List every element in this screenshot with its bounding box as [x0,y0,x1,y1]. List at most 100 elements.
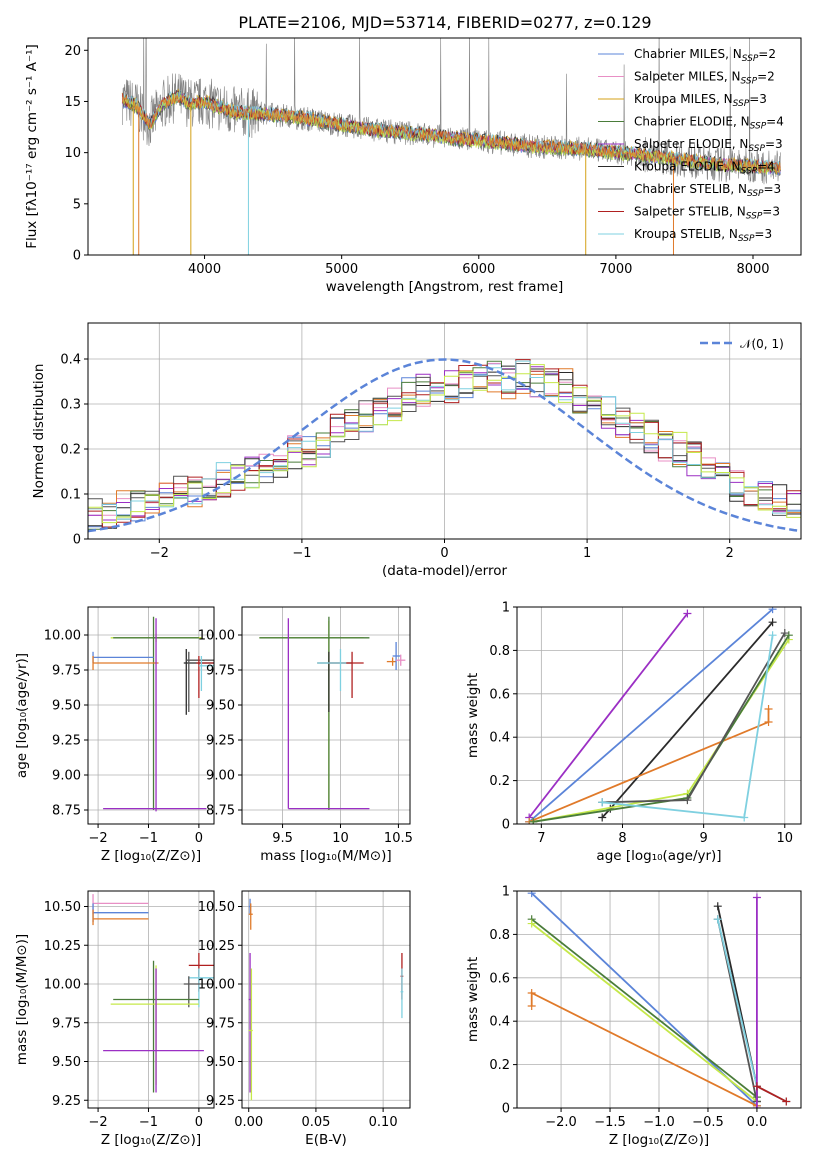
axes-frame [87,606,215,825]
x-tick-label: 10.5 [384,831,413,846]
legend-suffix: =2 [758,47,776,61]
legend-entry-label: 𝒩(0, 1) [740,337,784,351]
errorbar-point [92,651,154,663]
weight-series-line [531,892,758,1107]
x-axis-label: age [log₁₀(age/yr)] [596,848,721,864]
x-tick-label: 0 [195,831,203,846]
y-axis-label: mass [log₁₀(M/M⊙)] [14,934,30,1065]
weight-series-line [531,922,758,1103]
y-tick-label: 10.00 [44,978,81,993]
plot-area [88,358,801,533]
y-tick-label: 1 [502,885,510,900]
errorbar-point [400,968,404,1019]
weight-marker [768,607,777,614]
x-axis-label: E(B-V) [305,1132,347,1148]
legend-name: Salpeter STELIB, N [634,205,746,219]
weight-marker [527,1002,536,1011]
x-tick-label: −1.5 [594,1115,626,1130]
x-tick-label: 9 [699,831,707,846]
panel-weight-vs-Z: −2.0 −1.5 −1.0 −0.5 0.0 0 0.2 0.4 0.6 0.8 1 Z [log₁… [465,885,802,1148]
errorbar-point [198,656,214,691]
x-tick-label: 0 [440,546,448,561]
weight-marker [527,919,536,928]
x-tick-label: 10 [332,831,349,846]
weight-marker [740,813,749,822]
errorbar-point [103,618,207,812]
x-axis-label: wavelength [Angstrom, rest frame] [326,279,564,295]
y-tick-label: 10.25 [44,939,81,954]
legend-name: Chabrier ELODIE, N [634,115,750,129]
y-tick-label: 0 [73,249,81,264]
x-tick-label: −1.0 [643,1115,675,1130]
legend-name: Salpeter ELODIE, N [634,137,748,151]
errorbar-point [287,618,370,810]
legend-suffix: =3 [764,182,782,196]
y-tick-label: 0 [502,818,510,833]
y-tick-label: 9.50 [206,699,235,714]
x-axis-label: Z [log₁₀(Z/Z⊙)] [101,1132,201,1148]
y-tick-label: 0.1 [60,488,81,503]
weight-marker [529,817,538,824]
plot-area [525,607,793,824]
errorbar-point [103,968,204,1093]
panel-weight-vs-age: 7 8 9 10 0 0.2 0.4 0.6 0.8 1 age [log₁₀(age/yr)] ma… [465,601,802,864]
plot-area [248,898,404,1101]
grid [517,890,801,1109]
grid [242,891,410,1108]
errorbar-point [110,965,199,1085]
errorbar-point [92,909,149,926]
weight-marker [780,629,789,638]
y-tick-label: 0.4 [60,353,81,368]
legend-sub: SSP [750,122,767,132]
y-tick-label: 9.00 [206,769,235,784]
weight-marker [598,813,607,822]
panel-mass-vs-Z: −2 −1 0 9.25 9.50 9.75 10.00 10.25 10.50 Z [log₁₀… [14,890,215,1148]
legend-sub: SSP [741,167,758,177]
legend-suffix: =3 [754,227,772,241]
legend-suffix: =4 [766,115,784,129]
y-tick-label: 9.75 [206,664,235,679]
weight-marker [752,1082,761,1091]
panel-spectrum: 4000 5000 6000 7000 8000 0 5 10 15 20 wavelength [… [24,37,802,295]
y-tick-label: 10.50 [44,900,81,915]
y-tick-label: 0 [73,533,81,548]
x-tick-label: 5000 [325,262,358,277]
legend-entry-label: Kroupa STELIB, NSSP=3 [634,227,772,244]
residual-legend: 𝒩(0, 1) [700,337,784,351]
grid [88,607,214,824]
errorbar-point [386,657,397,666]
weight-marker [713,915,722,924]
legend-suffix: =3 [762,205,780,219]
weight-marker [782,1097,791,1106]
y-tick-label: 10.25 [198,939,235,954]
legend-suffix: =3 [749,92,767,106]
legend-suffix: =4 [757,160,775,174]
x-axis-label: mass [log₁₀(M/M⊙)] [260,848,391,864]
weight-series-line [602,632,786,804]
x-tick-label: 10 [776,831,793,846]
y-tick-label: 0.4 [489,1015,510,1030]
weight-marker [768,631,777,640]
legend-name: Kroupa STELIB, N [634,227,738,241]
errorbar-point [259,616,370,810]
y-tick-label: 9.75 [206,1016,235,1031]
legend-sub: SSP [748,144,765,154]
x-tick-label: 7000 [599,262,632,277]
weight-series-line [533,634,790,823]
y-tick-label: 10.00 [44,629,81,644]
x-tick-label: −2 [150,546,169,561]
y-tick-label: 5 [73,197,81,212]
y-axis-label: mass weight [465,957,481,1042]
legend-entry-label: Salpeter STELIB, NSSP=3 [634,205,780,222]
grid [242,607,410,824]
x-tick-label: −2 [88,831,107,846]
errorbar-point [92,656,159,670]
x-tick-label: −2.0 [545,1115,577,1130]
legend-entry-label: Chabrier MILES, NSSP=2 [634,47,776,64]
x-tick-label: 0.05 [301,1115,330,1130]
weight-series-line [530,991,758,1107]
errorbar-point [188,968,214,1008]
legend-entry-label: Kroupa ELODIE, NSSP=4 [634,160,775,177]
figure-title: PLATE=2106, MJD=53714, FIBERID=0277, z=0… [238,13,651,32]
